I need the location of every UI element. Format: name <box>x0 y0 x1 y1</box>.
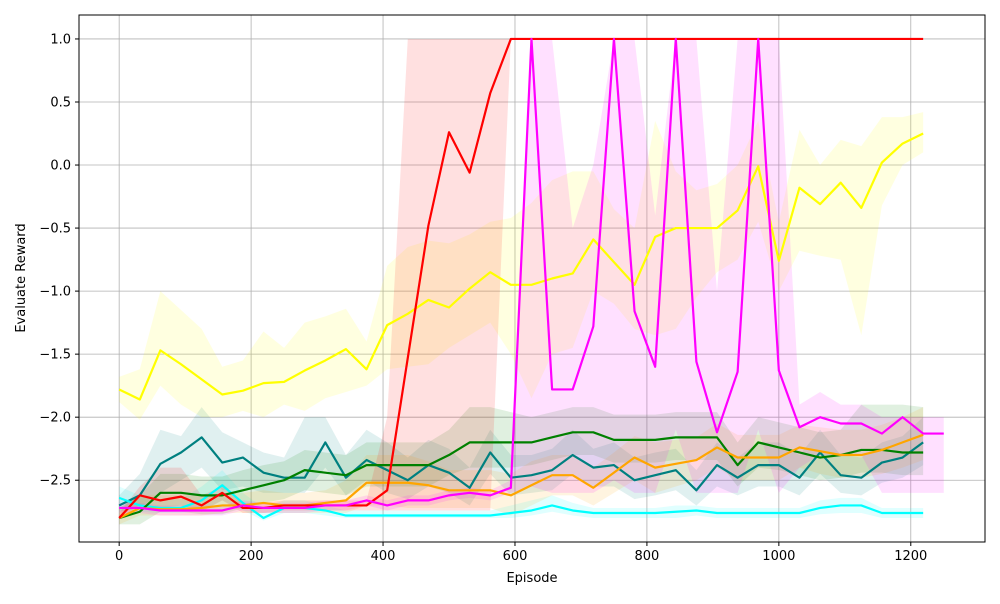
confidence-band <box>119 407 924 525</box>
y-axis-label: Evaluate Reward <box>14 223 29 332</box>
series-line <box>119 37 944 512</box>
series-line <box>118 433 924 520</box>
x-axis-label: Episode <box>506 571 557 586</box>
y-tick-label: −2.0 <box>39 411 71 426</box>
series-line <box>118 436 924 507</box>
x-tick-label: 600 <box>503 549 528 564</box>
y-tick-label: −1.0 <box>39 285 71 300</box>
y-tick-label: 0.0 <box>50 159 71 174</box>
confidence-band <box>119 407 924 512</box>
confidence-band <box>119 404 924 525</box>
series-line <box>118 484 924 520</box>
x-tick-label: 1200 <box>894 549 927 564</box>
y-tick-label: 1.0 <box>50 32 71 47</box>
confidence-band <box>119 38 944 516</box>
series-line <box>118 37 924 519</box>
y-tick-label: 0.5 <box>50 95 71 110</box>
lines <box>118 37 944 520</box>
x-tick-label: 200 <box>239 549 264 564</box>
y-tick-label: −1.5 <box>39 348 71 363</box>
x-tick-label: 400 <box>371 549 396 564</box>
y-tick-label: −2.5 <box>39 474 71 489</box>
y-tick-label: −0.5 <box>39 222 71 237</box>
x-tick-label: 0 <box>115 549 123 564</box>
confidence-band <box>119 470 924 521</box>
series-line <box>118 431 924 520</box>
axes: 0 200 400 600 800 1000 1200 −2.5 −2.0 −1.5 −1.0 −0.… <box>39 32 927 564</box>
x-tick-label: 800 <box>635 549 660 564</box>
x-tick-label: 1000 <box>762 549 795 564</box>
plot-frame <box>78 14 986 543</box>
